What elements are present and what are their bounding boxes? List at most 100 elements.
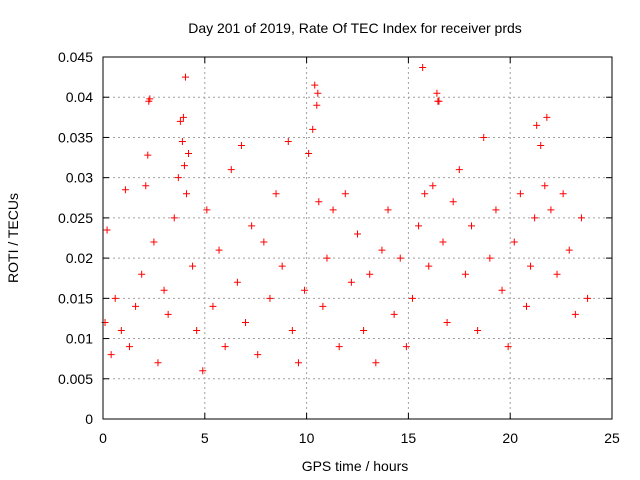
data-point (301, 286, 309, 294)
data-point (181, 73, 189, 81)
data-point (179, 113, 187, 121)
data-point (193, 327, 201, 335)
data-point (347, 278, 355, 286)
y-tick-label: 0.01 (66, 331, 93, 347)
data-point (577, 214, 585, 222)
data-point (537, 141, 545, 149)
data-point (199, 367, 207, 375)
data-point (434, 97, 442, 105)
data-point (209, 302, 217, 310)
data-point (372, 359, 380, 367)
data-point (111, 294, 119, 302)
data-point (543, 113, 551, 121)
data-point (311, 81, 319, 89)
data-point (541, 182, 549, 190)
data-point (180, 162, 188, 170)
data-point (278, 262, 286, 270)
data-point (233, 278, 241, 286)
y-axis-label: ROTI / TECUs (5, 193, 21, 283)
data-point (215, 246, 223, 254)
data-point (144, 151, 152, 159)
data-point (402, 343, 410, 351)
data-point (498, 286, 506, 294)
data-point (117, 327, 125, 335)
data-point (288, 327, 296, 335)
data-point (174, 174, 182, 182)
y-tick-label: 0.02 (66, 250, 93, 266)
data-point (305, 150, 313, 158)
data-point (309, 125, 317, 133)
data-point (360, 327, 368, 335)
data-point (415, 222, 423, 230)
data-point (182, 190, 190, 198)
chart-title: Day 201 of 2019, Rate Of TEC Index for r… (188, 20, 522, 36)
y-tick-label: 0.015 (58, 290, 93, 306)
data-point (254, 351, 262, 359)
data-point (154, 359, 162, 367)
data-point (313, 101, 321, 109)
points-layer (101, 63, 592, 375)
y-tick-label: 0.005 (58, 371, 93, 387)
data-point (527, 262, 535, 270)
ticks-layer: 0 0.005 0.01 0.015 0.02 0.025 0.03 0.035 0.04 0.0… (58, 49, 620, 446)
data-point (584, 294, 592, 302)
data-point (138, 270, 146, 278)
data-point (480, 133, 488, 141)
data-point (378, 246, 386, 254)
data-point (516, 190, 524, 198)
data-point (571, 310, 579, 318)
x-tick-label: 15 (401, 430, 417, 446)
data-point (468, 222, 476, 230)
data-point (170, 214, 178, 222)
data-point (107, 351, 115, 359)
x-tick-label: 20 (502, 430, 518, 446)
x-tick-label: 5 (201, 430, 209, 446)
data-point (260, 238, 268, 246)
x-tick-label: 0 (99, 430, 107, 446)
data-point (366, 270, 374, 278)
y-tick-label: 0.03 (66, 170, 93, 186)
data-point (248, 222, 256, 230)
data-point (553, 270, 561, 278)
data-point (164, 310, 172, 318)
data-point (176, 117, 184, 125)
data-point (145, 97, 153, 105)
data-point (266, 294, 274, 302)
data-point (341, 190, 349, 198)
data-point (160, 286, 168, 294)
data-point (408, 294, 416, 302)
data-point (533, 121, 541, 129)
data-point (242, 318, 250, 326)
data-point (547, 206, 555, 214)
y-tick-label: 0.035 (58, 129, 93, 145)
data-point (132, 302, 140, 310)
data-point (455, 166, 463, 174)
grid-layer (103, 57, 612, 419)
x-tick-label: 10 (299, 430, 315, 446)
data-point (323, 254, 331, 262)
data-point (492, 206, 500, 214)
x-axis-label: GPS time / hours (302, 458, 409, 474)
data-point (439, 238, 447, 246)
data-point (510, 238, 518, 246)
data-point (449, 198, 457, 206)
x-tick-label: 25 (604, 430, 620, 446)
plot-frame (102, 56, 613, 420)
data-point (221, 343, 229, 351)
data-point (272, 190, 280, 198)
data-point (237, 141, 245, 149)
data-point (531, 214, 539, 222)
data-point (121, 186, 129, 194)
data-point (474, 327, 482, 335)
data-point (203, 206, 211, 214)
data-point (315, 198, 323, 206)
data-point (425, 262, 433, 270)
data-point (103, 226, 111, 234)
data-point (565, 246, 573, 254)
data-point (443, 318, 451, 326)
data-point (189, 262, 197, 270)
data-point (319, 302, 327, 310)
y-tick-label: 0 (85, 411, 93, 427)
data-point (504, 343, 512, 351)
